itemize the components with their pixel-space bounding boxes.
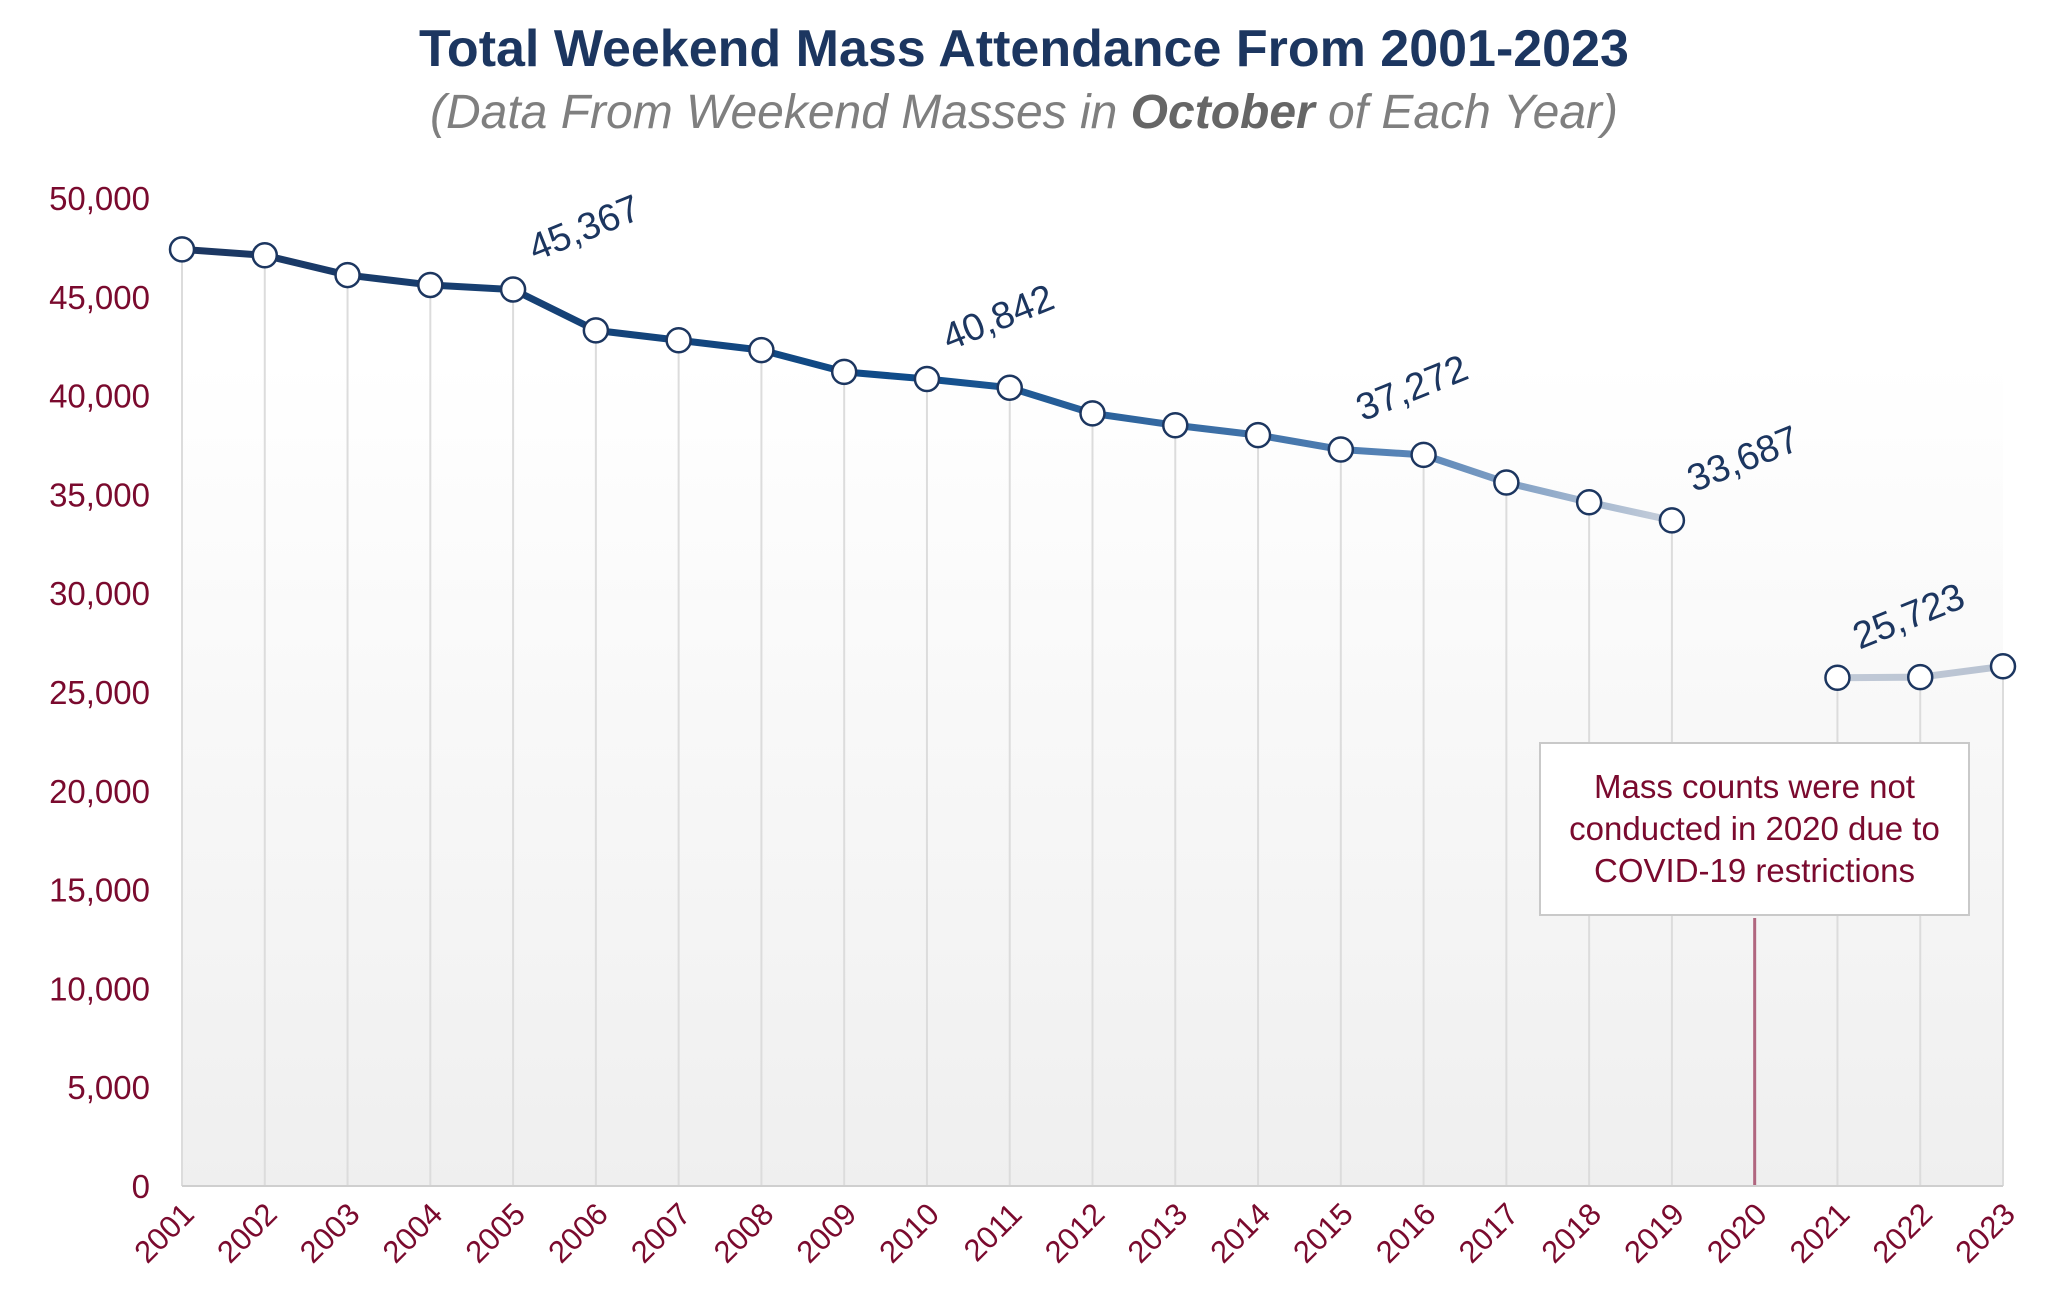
chart-title: Total Weekend Mass Attendance From 2001-…	[419, 20, 1629, 78]
data-point	[1906, 663, 1934, 691]
data-point	[1575, 489, 1603, 516]
x-tick-label: 2003	[293, 1196, 367, 1270]
data-point	[1244, 421, 1272, 449]
x-tick-label: 2021	[1783, 1196, 1857, 1270]
data-point	[830, 358, 858, 386]
x-tick-label: 2010	[872, 1196, 946, 1270]
y-tick-label: 10,000	[49, 970, 150, 1007]
subtitle-part: (Data From Weekend Masses in	[430, 86, 1131, 139]
y-tick-label: 5,000	[67, 1069, 150, 1106]
data-point	[334, 261, 361, 289]
x-tick-label: 2004	[376, 1196, 450, 1270]
x-tick-label: 2013	[1121, 1196, 1195, 1270]
x-tick-label: 2018	[1535, 1196, 1609, 1270]
data-point	[748, 336, 775, 364]
y-tick-label: 30,000	[49, 575, 150, 612]
data-point	[582, 317, 610, 344]
data-point	[996, 374, 1023, 401]
data-point	[1493, 469, 1520, 496]
y-tick-label: 40,000	[49, 378, 150, 415]
data-point	[1162, 411, 1189, 439]
x-tick-label: 2002	[210, 1196, 284, 1270]
x-tick-label: 2016	[1369, 1196, 1443, 1270]
x-tick-label: 2012	[1038, 1196, 1112, 1270]
data-label: 45,367	[523, 187, 647, 269]
x-tick-label: 2019	[1617, 1196, 1691, 1270]
x-tick-label: 2022	[1866, 1196, 1940, 1270]
data-point	[1410, 441, 1437, 469]
data-point	[1658, 507, 1686, 534]
y-tick-label: 50,000	[49, 180, 150, 217]
y-tick-label: 20,000	[49, 773, 150, 810]
data-point	[913, 365, 941, 393]
data-point	[1079, 400, 1106, 427]
y-tick-label: 0	[132, 1168, 150, 1205]
y-tick-label: 35,000	[49, 476, 150, 513]
y-tick-label: 45,000	[49, 279, 150, 316]
subtitle-emphasis: October	[1131, 86, 1317, 139]
y-tick-label: 25,000	[49, 674, 150, 711]
chart-subtitle: (Data From Weekend Masses in October of …	[430, 86, 1618, 139]
x-tick-label: 2011	[957, 1196, 1029, 1268]
data-point	[499, 276, 527, 303]
x-tick-label: 2023	[1948, 1196, 2022, 1270]
y-tick-label: 15,000	[49, 872, 150, 909]
x-tick-label: 2020	[1700, 1196, 1774, 1270]
x-tick-label: 2001	[127, 1196, 201, 1270]
data-point	[1824, 664, 1851, 691]
data-point	[1989, 653, 2017, 680]
x-tick-label: 2005	[459, 1196, 533, 1270]
data-point	[417, 271, 444, 299]
x-tick-label: 2008	[707, 1196, 781, 1270]
x-tick-label: 2009	[790, 1196, 864, 1270]
x-tick-label: 2007	[624, 1196, 698, 1270]
covid-annotation: Mass counts were not conducted in 2020 d…	[1539, 742, 1970, 916]
data-label: 40,842	[937, 277, 1061, 359]
data-point	[168, 236, 196, 263]
subtitle-part: of Each Year)	[1315, 86, 1618, 139]
data-point	[1327, 436, 1355, 463]
x-tick-label: 2014	[1203, 1196, 1277, 1270]
x-tick-label: 2017	[1452, 1196, 1526, 1270]
x-tick-label: 2006	[541, 1196, 615, 1270]
data-point	[665, 327, 692, 354]
data-point	[251, 242, 279, 269]
x-tick-label: 2015	[1286, 1196, 1360, 1270]
